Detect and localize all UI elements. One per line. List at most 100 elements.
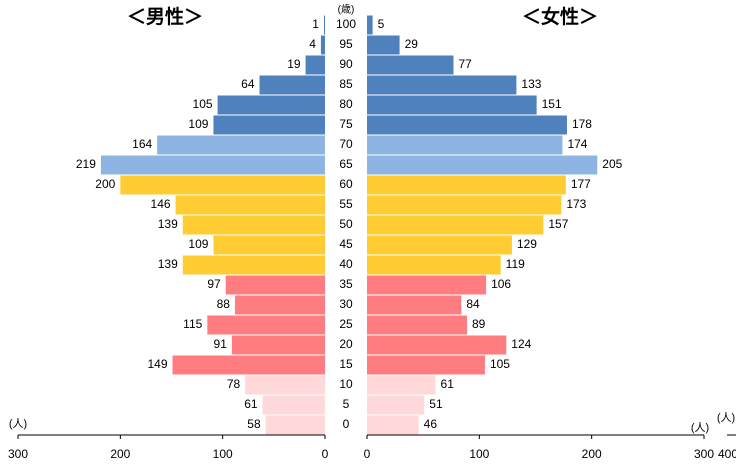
- tick-label: 200: [582, 447, 602, 461]
- value-label: 151: [542, 97, 562, 111]
- bar: [225, 275, 325, 295]
- value-label: 124: [511, 337, 531, 351]
- value-label: 200: [95, 177, 115, 191]
- bar: [120, 175, 325, 195]
- value-label: 91: [214, 337, 228, 351]
- bar: [207, 315, 325, 335]
- bar: [367, 15, 373, 35]
- bar: [234, 295, 325, 315]
- value-label: 129: [517, 237, 537, 251]
- value-label: 106: [491, 277, 511, 291]
- age-label: 70: [339, 137, 353, 151]
- value-label: 115: [183, 317, 202, 331]
- bar: [367, 255, 501, 275]
- tick-label: 300: [694, 447, 714, 461]
- tick-label: 0: [364, 447, 371, 461]
- bar: [213, 235, 325, 255]
- bar: [367, 155, 598, 175]
- bar: [217, 95, 325, 115]
- bar: [265, 415, 325, 435]
- tick-label: 0: [322, 447, 329, 461]
- bar: [231, 335, 325, 355]
- age-label: 10: [339, 377, 353, 391]
- age-label: 55: [339, 197, 353, 211]
- bar: [320, 35, 325, 55]
- age-label: 20: [339, 337, 353, 351]
- age-label: 80: [339, 97, 353, 111]
- bar: [182, 215, 325, 235]
- tick-label: 200: [110, 447, 130, 461]
- bar: [172, 355, 325, 375]
- bar: [367, 135, 563, 155]
- bar: [367, 395, 425, 415]
- value-label: 4: [309, 37, 316, 51]
- value-label: 178: [572, 117, 592, 131]
- tick-label: 400: [718, 447, 736, 461]
- bar: [367, 35, 400, 55]
- value-label: 77: [458, 57, 472, 71]
- age-label: 15: [339, 357, 353, 371]
- value-label: 97: [207, 277, 221, 291]
- bar: [367, 115, 567, 135]
- value-label: 119: [506, 257, 525, 271]
- bar: [259, 75, 325, 95]
- value-label: 219: [76, 157, 96, 171]
- age-label: 65: [339, 157, 353, 171]
- age-label: 0: [343, 417, 350, 431]
- bar: [367, 315, 467, 335]
- value-label: 29: [405, 37, 419, 51]
- age-label: 35: [339, 277, 353, 291]
- female-title: ＜女性＞: [522, 5, 598, 28]
- bar: [367, 415, 419, 435]
- bar: [100, 155, 325, 175]
- value-label: 146: [151, 197, 171, 211]
- value-label: 205: [602, 157, 622, 171]
- bar: [367, 275, 487, 295]
- value-label: 1: [312, 17, 319, 31]
- value-label: 177: [571, 177, 591, 191]
- age-label: 75: [339, 117, 353, 131]
- bar: [262, 395, 325, 415]
- tick-label: 100: [213, 447, 233, 461]
- age-label: 60: [339, 177, 353, 191]
- value-label: 61: [244, 397, 258, 411]
- bar: [367, 75, 517, 95]
- age-label: 85: [339, 77, 353, 91]
- bar: [367, 295, 462, 315]
- tick-label: 100: [469, 447, 489, 461]
- bar: [367, 375, 436, 395]
- age-label: 95: [339, 37, 353, 51]
- axis-unit: (人): [717, 411, 735, 424]
- bar: [367, 55, 454, 75]
- value-label: 139: [158, 257, 178, 271]
- age-label: 40: [339, 257, 353, 271]
- value-label: 84: [466, 297, 480, 311]
- value-label: 109: [188, 117, 208, 131]
- bar: [323, 15, 325, 35]
- axis-unit: (人): [9, 417, 27, 430]
- value-label: 51: [429, 397, 443, 411]
- value-label: 105: [193, 97, 213, 111]
- value-label: 173: [566, 197, 586, 211]
- value-label: 78: [227, 377, 241, 391]
- bar: [182, 255, 325, 275]
- age-label: 50: [339, 217, 353, 231]
- value-label: 88: [217, 297, 231, 311]
- bar: [305, 55, 325, 75]
- age-label: 45: [339, 237, 353, 251]
- bar: [367, 215, 544, 235]
- bar: [367, 355, 485, 375]
- value-label: 157: [548, 217, 568, 231]
- value-label: 61: [441, 377, 455, 391]
- value-label: 19: [287, 57, 301, 71]
- age-unit: (歳): [338, 4, 355, 16]
- age-label: 25: [339, 317, 353, 331]
- bar: [367, 195, 562, 215]
- bar: [245, 375, 325, 395]
- value-label: 174: [567, 137, 587, 151]
- axis-unit: (人): [691, 421, 709, 434]
- age-label: 5: [343, 397, 350, 411]
- bar: [367, 335, 507, 355]
- value-label: 58: [247, 417, 261, 431]
